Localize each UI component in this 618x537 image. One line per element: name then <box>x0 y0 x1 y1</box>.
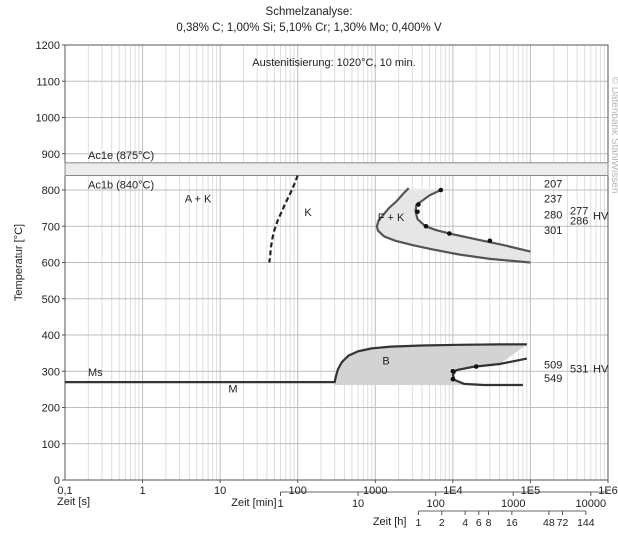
transformation-point <box>487 238 493 244</box>
hardness-value: 531 <box>570 363 588 375</box>
transformation-point <box>423 223 429 229</box>
x-tick-label-minutes: 10 <box>352 498 364 510</box>
x-tick-label-seconds: 0,1 <box>57 485 72 497</box>
bainite-region <box>334 344 527 385</box>
transformation-point <box>450 368 456 374</box>
y-tick-label: 400 <box>42 330 60 342</box>
x-tick-label-seconds: 1E5 <box>521 485 541 497</box>
x-tick-label-hours: 8 <box>486 517 492 529</box>
hardness-unit-lower: HV <box>593 363 609 375</box>
y-axis-label: Temperatur [°C] <box>13 224 25 301</box>
x-axis-label-seconds: Zeit [s] <box>57 496 90 508</box>
y-tick-label: 200 <box>42 403 60 415</box>
x-tick-label-hours: 144 <box>577 517 595 529</box>
y-tick-label: 700 <box>42 221 60 233</box>
hardness-value: 286 <box>570 215 588 227</box>
chart-subtitle: 0,38% C; 1,00% Si; 5,10% Cr; 1,30% Mo; 0… <box>176 22 442 34</box>
y-tick-label: 900 <box>42 149 60 161</box>
y-tick-label: 800 <box>42 185 60 197</box>
transformation-point <box>415 209 420 215</box>
transformation-point <box>450 376 456 382</box>
ferrite-start-curve <box>375 187 531 264</box>
x-tick-label-hours: 48 <box>543 517 555 529</box>
x-tick-label-seconds: 1E4 <box>443 485 463 497</box>
x-tick-label-minutes: 1 <box>277 498 283 510</box>
y-tick-label: 300 <box>42 366 60 378</box>
transformation-point <box>416 202 421 207</box>
hardness-value: 207 <box>544 178 562 190</box>
y-tick-label: 600 <box>42 258 60 270</box>
x-tick-label-hours: 6 <box>476 517 482 529</box>
bainite-start-curve <box>65 343 527 384</box>
x-tick-label-hours: 16 <box>506 517 518 529</box>
chart-title: Schmelzanalyse: <box>266 6 353 18</box>
austenitizing-note: Austenitisierung: 1020°C, 10 min. <box>252 57 415 69</box>
text-layer: 0100200300400500600700800900100011001200… <box>13 6 618 529</box>
phase-label-austenite-carbide: A + K <box>185 194 212 206</box>
ac1e-label: Ac1e (875°C) <box>88 150 154 162</box>
x-tick-label-hours: 2 <box>439 517 445 529</box>
x-tick-label-seconds: 1E6 <box>598 485 618 497</box>
x-tick-label-hours: 4 <box>462 517 468 529</box>
y-tick-label: 1100 <box>36 76 60 88</box>
ferrite-finish-curve <box>414 189 531 253</box>
curve-layer <box>65 175 531 387</box>
x-tick-label-seconds: 1 <box>140 485 146 497</box>
transformation-point <box>473 364 479 369</box>
x-tick-label-hours: 72 <box>557 517 569 529</box>
phase-label-martensite: M <box>228 383 237 395</box>
hardness-value: 549 <box>544 373 562 385</box>
ac-temperature-band <box>64 162 609 176</box>
x-tick-label-seconds: 1000 <box>363 485 387 497</box>
phase-label-carbide: K <box>304 207 312 219</box>
grid-layer <box>62 44 609 515</box>
phase-label-ferrite-carbide: F + K <box>378 212 405 224</box>
hardness-unit-upper: HV <box>593 211 609 223</box>
hardness-value: 280 <box>544 209 562 221</box>
x-tick-label-hours: 1 <box>416 517 422 529</box>
hardness-value: 301 <box>544 225 562 237</box>
y-tick-label: 1200 <box>36 40 60 52</box>
hardness-value: 237 <box>544 193 562 205</box>
x-axis-label-hours: Zeit [h] <box>373 516 407 528</box>
point-layer <box>415 187 493 382</box>
x-tick-label-minutes: 10000 <box>575 498 606 510</box>
transformation-point <box>438 187 444 193</box>
x-axis-label-minutes: Zeit [min] <box>231 497 276 509</box>
carbide-precipitation-start-curve <box>268 175 299 263</box>
x-tick-label-minutes: 1000 <box>501 498 525 510</box>
x-tick-label-minutes: 100 <box>426 498 444 510</box>
watermark: © Datenbank StahlWissen <box>609 77 618 194</box>
phase-label-bainite: B <box>382 356 389 368</box>
ms-label: Ms <box>88 367 103 379</box>
y-tick-label: 0 <box>54 475 60 487</box>
x-tick-label-seconds: 100 <box>289 485 307 497</box>
ac1b-label: Ac1b (840°C) <box>88 180 154 192</box>
hardness-value: 509 <box>544 360 562 372</box>
y-tick-label: 1000 <box>36 113 60 125</box>
hardness-value: 277 <box>570 205 588 217</box>
y-tick-label: 500 <box>42 294 60 306</box>
x-tick-label-seconds: 10 <box>214 485 226 497</box>
y-tick-label: 100 <box>42 439 60 451</box>
transformation-point <box>447 231 452 236</box>
